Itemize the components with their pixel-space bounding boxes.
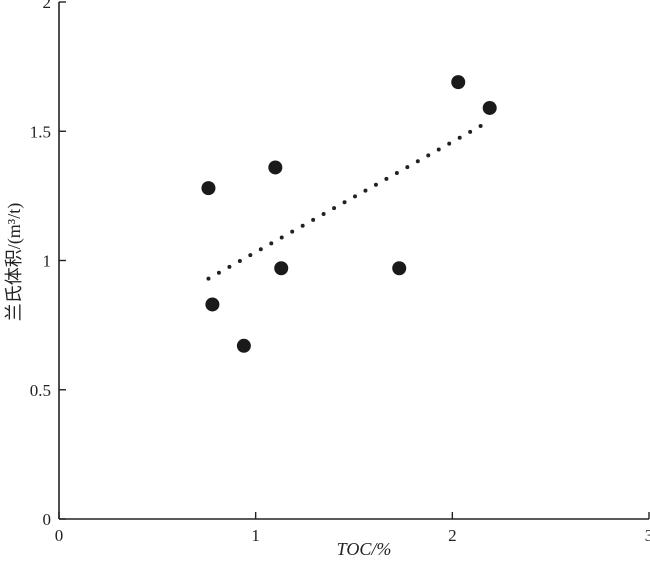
data-point xyxy=(451,75,466,90)
y-axis-title: 兰氏体积/(m³/t) xyxy=(4,203,25,321)
y-tick-label: 0 xyxy=(43,510,52,529)
x-ticks: 0 1 2 3 xyxy=(55,512,650,545)
axes xyxy=(58,2,649,520)
data-point xyxy=(268,160,283,175)
y-tick-label: 1.5 xyxy=(30,122,51,141)
y-tick-label: 1 xyxy=(43,252,52,271)
data-points xyxy=(201,75,497,353)
x-tick-label: 3 xyxy=(645,526,650,545)
x-tick-label: 0 xyxy=(55,526,64,545)
y-ticks: 0 0.5 1 1.5 2 xyxy=(30,0,66,529)
trend-line xyxy=(206,118,492,281)
x-axis-title: TOC/% xyxy=(337,539,392,559)
data-point xyxy=(274,261,289,276)
y-tick-label: 0.5 xyxy=(30,381,51,400)
x-tick-label: 1 xyxy=(251,526,260,545)
data-point xyxy=(236,338,251,353)
data-point xyxy=(205,297,220,312)
data-point xyxy=(201,181,216,196)
x-tick-label: 2 xyxy=(448,526,457,545)
data-point xyxy=(482,100,497,115)
trendline xyxy=(206,118,492,281)
y-tick-label: 2 xyxy=(43,0,52,12)
data-point xyxy=(392,261,407,276)
